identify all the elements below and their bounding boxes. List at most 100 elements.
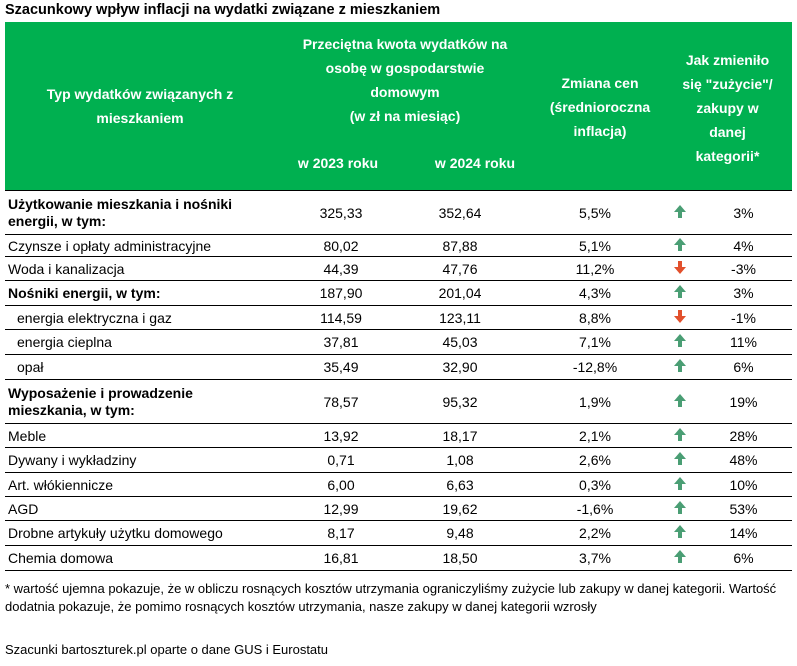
value-2024: 95,32 <box>442 393 478 410</box>
header-2024: w 2024 roku <box>434 155 516 171</box>
value-2023: 114,59 <box>320 309 362 326</box>
arrow-up <box>674 525 686 538</box>
table: Użytkowanie mieszkania i nośniki energii… <box>5 190 792 571</box>
value-2024: 47,76 <box>442 260 478 277</box>
table-row: Drobne artykuły użytku domowego 8,17 9,48 2… <box>5 521 792 546</box>
header-line: zakupy w <box>696 100 759 116</box>
row-label: opał <box>5 355 287 380</box>
table-row: Dywany i wykładziny 0,71 1,08 2,6% 48% <box>5 448 792 473</box>
value-2024: 32,90 <box>442 359 478 375</box>
arrow-cell <box>665 497 695 521</box>
arrow-cell <box>665 306 695 330</box>
value-2024: 45,03 <box>442 334 478 350</box>
arrow-up <box>674 550 686 563</box>
arrow-up <box>674 452 686 465</box>
header-line: osobę w gospodarstwie <box>325 60 485 76</box>
row-label: Drobne artykuły użytku domowego <box>5 521 287 546</box>
row-label: AGD <box>5 497 287 521</box>
header-line: domowym <box>370 84 440 100</box>
title: Szacunkowy wpływ inflacji na wydatki zwi… <box>5 2 441 18</box>
price-change: 0,3% <box>579 476 611 493</box>
price-change: 3,7% <box>579 550 611 566</box>
arrow-cell <box>665 424 695 448</box>
arrow-cell <box>665 380 695 424</box>
price-change: 8,8% <box>579 309 611 326</box>
arrow-cell <box>665 191 695 235</box>
arrow-up <box>674 359 686 372</box>
row-label: Wyposażenie i prowadzenie mieszkania, w … <box>5 380 287 424</box>
usage-change: 6% <box>733 550 754 566</box>
source: Szacunki bartoszturek.pl oparte o dane G… <box>5 642 329 657</box>
value-2024: 352,64 <box>438 204 482 221</box>
table-row: Art. włókiennicze 6,00 6,63 0,3% 10% <box>5 473 792 497</box>
value-2023: 8,17 <box>327 525 355 541</box>
value-2024: 201,04 <box>438 285 482 301</box>
row-label-text: energia cieplna <box>17 334 112 350</box>
arrow-up <box>674 427 686 441</box>
price-change: 2,6% <box>579 452 611 468</box>
usage-change: 3% <box>733 285 754 301</box>
row-label-text: Chemia domowa <box>8 550 114 566</box>
table-row: Użytkowanie mieszkania i nośniki energii… <box>5 190 792 235</box>
arrow-cell <box>665 330 695 355</box>
price-change: -1,6% <box>576 500 614 517</box>
value-2023: 13,92 <box>323 427 359 444</box>
arrow-shape <box>674 550 686 563</box>
usage-change: 14% <box>729 525 758 541</box>
table-row: energia elektryczna i gaz 114,59 123,11 8,8… <box>5 306 792 330</box>
header-price-change: Zmiana cen (średnioroczna inflacja) <box>535 71 665 143</box>
arrow-up <box>674 204 686 218</box>
value-2023: 37,81 <box>323 334 359 350</box>
table-row: opał 35,49 32,90 -12,8% 6% <box>5 355 792 380</box>
value-2023: 12,99 <box>323 500 359 517</box>
header-type: Typ wydatków związanych z mieszkaniem <box>46 86 234 126</box>
table-row: Woda i kanalizacja 44,39 47,76 11,2% -3% <box>5 257 792 281</box>
header-amount: Przeciętna kwota wydatków na osobę w gosp… <box>295 32 515 128</box>
arrow-cell <box>665 473 695 497</box>
row-label-text: energia elektryczna i gaz <box>17 309 172 326</box>
price-change: 2,1% <box>579 427 611 444</box>
value-2023: 0,71 <box>327 452 355 468</box>
header-line: Zmiana cen <box>561 75 639 91</box>
value-2023: 80,02 <box>323 237 359 254</box>
price-change: 4,3% <box>579 285 611 301</box>
table-row: Meble 13,92 18,17 2,1% 28% <box>5 424 792 448</box>
table-header: Typ wydatków związanych z mieszkaniem Pr… <box>5 22 792 190</box>
arrow-shape <box>674 525 686 538</box>
value-2024: 18,50 <box>442 550 478 566</box>
row-label-text: Drobne artykuły użytku domowego <box>8 525 223 541</box>
row-label: Art. włókiennicze <box>5 473 287 497</box>
value-2024: 9,48 <box>446 525 474 541</box>
row-label: energia elektryczna i gaz <box>5 306 287 330</box>
table-row: energia cieplna 37,81 45,03 7,1% 11% <box>5 330 792 355</box>
value-2023: 78,57 <box>323 393 359 410</box>
usage-change: -1% <box>731 309 756 326</box>
arrow-shape <box>674 452 686 465</box>
usage-change: 6% <box>733 359 754 375</box>
arrow-shape <box>674 334 686 347</box>
table-row: Wyposażenie i prowadzenie mieszkania, w … <box>5 380 792 424</box>
row-label-text: Czynsze i opłaty administracyjne <box>8 237 212 254</box>
header-2023: w 2023 roku <box>297 155 379 171</box>
value-2023: 44,39 <box>323 260 359 277</box>
row-label-text: AGD <box>8 500 39 517</box>
row-label: energia cieplna <box>5 330 287 355</box>
row-label: Dywany i wykładziny <box>5 448 287 473</box>
arrow-up <box>674 285 686 298</box>
value-2024: 6,63 <box>446 476 474 493</box>
price-change: 5,5% <box>579 204 611 221</box>
arrow-cell <box>665 521 695 546</box>
table-row: Chemia domowa 16,81 18,50 3,7% 6% <box>5 546 792 571</box>
price-change: 5,1% <box>579 237 611 254</box>
value-2023: 325,33 <box>319 204 363 221</box>
value-2023: 35,49 <box>323 359 359 375</box>
arrow-shape <box>674 309 686 323</box>
row-label: Czynsze i opłaty administracyjne <box>5 235 287 257</box>
footnote: * wartość ujemna pokazuje, że w obliczu … <box>5 581 777 614</box>
row-label-text: Dywany i wykładziny <box>8 452 137 468</box>
header-line: Przeciętna kwota wydatków na <box>302 36 508 52</box>
header-line: (w zł na miesiąc) <box>349 108 461 124</box>
row-label: Nośniki energii, w tym: <box>5 281 287 306</box>
row-label: Woda i kanalizacja <box>5 257 287 281</box>
